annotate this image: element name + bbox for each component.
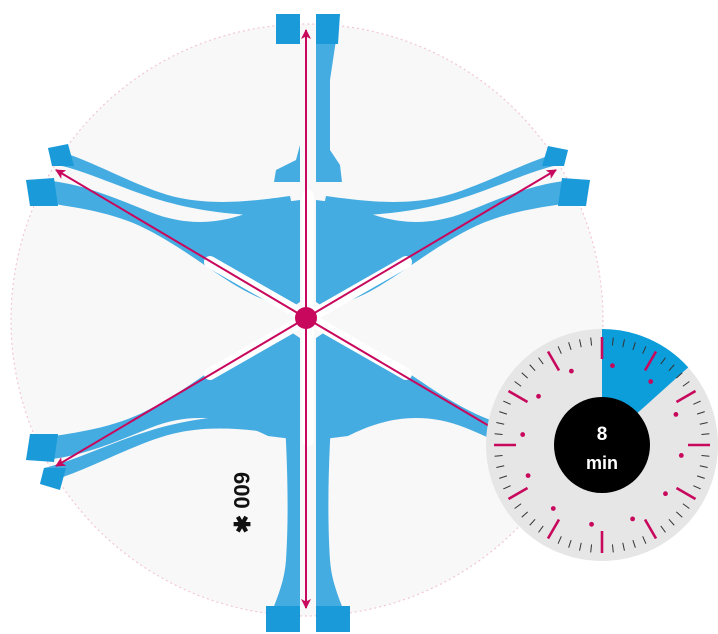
timer-dot (610, 363, 615, 369)
timer-major-tick (643, 518, 658, 540)
timer-minor-tick (514, 381, 522, 387)
timer-dot (568, 368, 574, 374)
timer-minor-tick (538, 525, 544, 533)
timer-minor-tick (696, 411, 705, 415)
timer-minor-tick (499, 411, 508, 415)
timer-dot (630, 516, 636, 522)
timer-dot (550, 506, 556, 511)
timer-minor-tick (494, 433, 503, 436)
timer-minor-tick (503, 485, 511, 490)
arrow-lower-left (55, 317, 307, 467)
timer-minor-tick (660, 525, 666, 533)
timer-minor-tick (611, 544, 614, 553)
timer-minor-tick (693, 400, 701, 405)
timer-minor-tick (675, 372, 683, 379)
timer-center (554, 397, 650, 493)
timer-major-tick (546, 518, 561, 540)
timer-major-tick (643, 350, 658, 372)
timer-minor-tick (590, 544, 593, 553)
timer-dot (525, 473, 531, 479)
timer-minor-tick (529, 364, 536, 372)
timer-major-tick (507, 486, 529, 501)
timer-minor-tick (611, 337, 614, 346)
timer-minor-tick (494, 454, 503, 457)
timer-minor-tick (675, 511, 683, 518)
timer-minor-tick (632, 342, 636, 351)
arrow-upper-right (305, 169, 557, 319)
timer-ticks (494, 337, 710, 553)
distance-label: 600 ✱ (229, 472, 254, 533)
timer-major-tick (546, 350, 561, 372)
timer-minor-tick (693, 485, 701, 490)
timer-minor-tick (699, 422, 708, 425)
timer-minor-tick (622, 339, 625, 348)
arm-top (274, 12, 342, 182)
timer-minor-tick (699, 465, 708, 468)
timer-dot (678, 453, 684, 458)
arm-bottom (266, 340, 350, 632)
timer-dot (536, 393, 541, 399)
timer-major-tick (675, 389, 697, 404)
timer-dot (673, 411, 679, 417)
timer-minor-tick (557, 346, 562, 354)
timer-minor-tick (579, 542, 582, 551)
timer-minor-tick (521, 511, 529, 518)
timer-minor-tick (682, 381, 690, 387)
timer-minor-tick (668, 364, 675, 372)
timer-minor-tick (642, 346, 647, 354)
timer-minor-tick (701, 433, 710, 436)
timer-dot (648, 379, 654, 384)
timer-minor-tick (660, 357, 666, 365)
timer-minor-tick (696, 475, 705, 479)
arrow-upper-left (55, 169, 307, 319)
timer-minor-tick (668, 518, 675, 526)
center-dot (295, 307, 317, 329)
timer-dot (589, 521, 594, 527)
timer-minor-tick (642, 536, 647, 544)
timer-minor-tick (521, 372, 529, 379)
timer-major-tick (675, 486, 697, 501)
timer-minor-tick (579, 339, 582, 348)
timer-minor-tick (529, 518, 536, 526)
timer-minor-tick (590, 337, 593, 346)
timer-minor-tick (632, 539, 636, 548)
timer-dot (663, 491, 668, 497)
timer-major-tick (507, 389, 529, 404)
timer-minor-tick (701, 454, 710, 457)
timer-minor-tick (514, 503, 522, 509)
timer-minor-tick (499, 475, 508, 479)
timer-value: 8 (597, 424, 608, 445)
timer-minor-tick (538, 357, 544, 365)
timer-minor-tick (496, 465, 505, 468)
timer-minor-tick (568, 539, 572, 548)
timer: 8 min (486, 329, 718, 561)
timer-minor-tick (622, 542, 625, 551)
timer-minor-tick (568, 342, 572, 351)
timer-minor-tick (557, 536, 562, 544)
timer-minor-tick (503, 400, 511, 405)
timer-minor-tick (496, 422, 505, 425)
timer-minor-tick (682, 503, 690, 509)
timer-dot (520, 432, 526, 437)
timer-unit: min (586, 453, 618, 473)
